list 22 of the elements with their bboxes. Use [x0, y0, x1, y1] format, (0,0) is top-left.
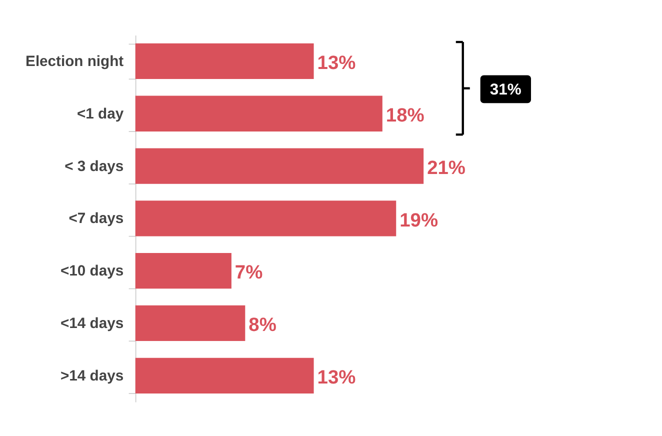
- text: 31%: [490, 81, 522, 98]
- y-tick-label: <14 days: [60, 316, 124, 332]
- bar: [135, 253, 232, 289]
- data-label: 13%: [317, 367, 356, 388]
- data-label: 8%: [248, 315, 276, 336]
- bar: [135, 43, 314, 80]
- y-tick-label: Election night: [26, 54, 124, 70]
- bar: [135, 358, 314, 394]
- bar: [135, 148, 424, 184]
- data-label: 21%: [427, 158, 466, 179]
- y-tick-label: >14 days: [60, 368, 124, 384]
- data-label: 13%: [317, 53, 356, 74]
- y-tick-label: < 3 days: [64, 158, 124, 175]
- data-label: 18%: [386, 105, 424, 126]
- data-label: 19%: [400, 210, 438, 232]
- y-tick-label: <1 day: [77, 106, 124, 122]
- data-label: 7%: [234, 262, 263, 284]
- bar: [135, 305, 246, 342]
- bar: [135, 200, 396, 236]
- y-tick-label: <10 days: [60, 264, 124, 280]
- y-tick-label: <7 days: [68, 211, 124, 228]
- bar: [135, 96, 382, 132]
